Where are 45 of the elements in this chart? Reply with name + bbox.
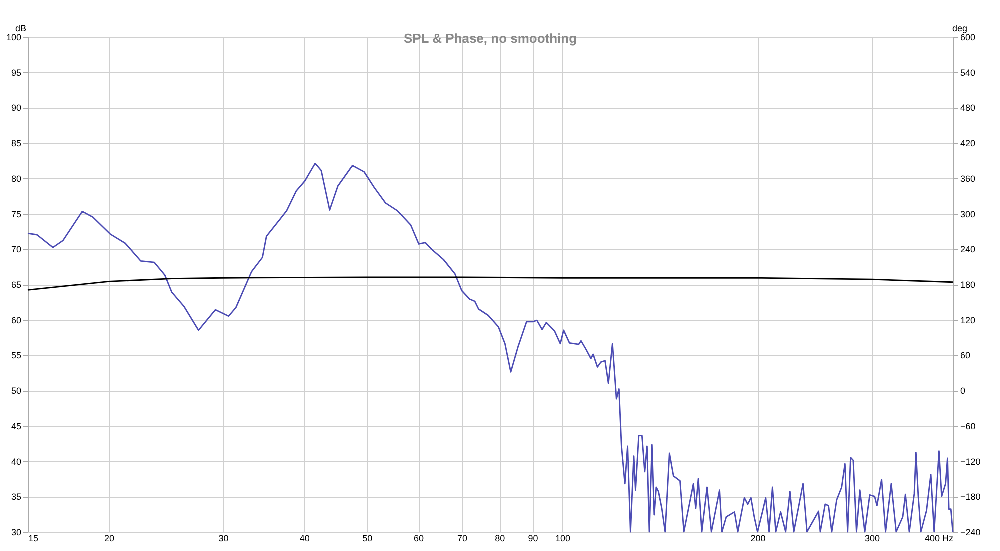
x-tick-label: 60: [414, 534, 424, 544]
y-tick-label: 40: [11, 456, 22, 467]
y2-tick-label: 180: [960, 280, 976, 290]
y2-tick-label: 420: [960, 138, 976, 149]
x-tick-label: 70: [457, 534, 468, 544]
chart-title: SPL & Phase, no smoothing: [404, 31, 578, 46]
y-tick-label: 60: [11, 315, 22, 326]
x-tick-label: 200: [750, 534, 766, 544]
y2-tick-label: −60: [960, 421, 976, 432]
y-tick-label: 50: [11, 386, 22, 396]
y-axis-title: dB: [15, 24, 26, 34]
x-tick-label: 400 Hz: [924, 534, 954, 544]
y-tick-label: 65: [11, 280, 22, 290]
y2-tick-label: −120: [960, 456, 981, 467]
y2-tick-label: 300: [960, 209, 976, 220]
y-tick-label: 45: [11, 421, 22, 432]
y2-axis-title: deg: [952, 24, 968, 34]
y-tick-label: 55: [11, 350, 22, 361]
x-tick-label: 20: [104, 534, 115, 544]
y-tick-label: 70: [11, 244, 22, 255]
y2-tick-label: −240: [960, 528, 981, 538]
y2-tick-label: 480: [960, 103, 976, 114]
y-tick-label: 75: [11, 209, 22, 220]
x-tick-label: 90: [528, 534, 538, 544]
y-tick-label: 85: [11, 138, 22, 149]
y2-tick-label: 240: [960, 244, 976, 255]
y-tick-label: 35: [11, 492, 22, 502]
y-tick-label: 80: [11, 174, 22, 184]
y2-tick-label: 120: [960, 315, 976, 326]
y-tick-label: 100: [6, 32, 22, 42]
y2-tick-label: 60: [960, 350, 971, 361]
x-tick-label: 80: [495, 534, 506, 544]
x-tick-label: 30: [218, 534, 229, 544]
y2-tick-label: 360: [960, 174, 976, 184]
x-tick-label: 300: [864, 534, 880, 544]
x-tick-label: 15: [28, 534, 39, 544]
y2-tick-label: 540: [960, 68, 976, 78]
y2-tick-label: −180: [960, 492, 981, 502]
x-tick-label: 40: [300, 534, 310, 544]
y2-tick-label: 0: [960, 386, 966, 396]
x-tick-label: 100: [555, 534, 570, 544]
x-tick-label: 50: [362, 534, 373, 544]
y-tick-label: 90: [11, 103, 22, 114]
y-tick-label: 95: [11, 68, 22, 78]
y2-tick-label: 600: [960, 32, 976, 42]
